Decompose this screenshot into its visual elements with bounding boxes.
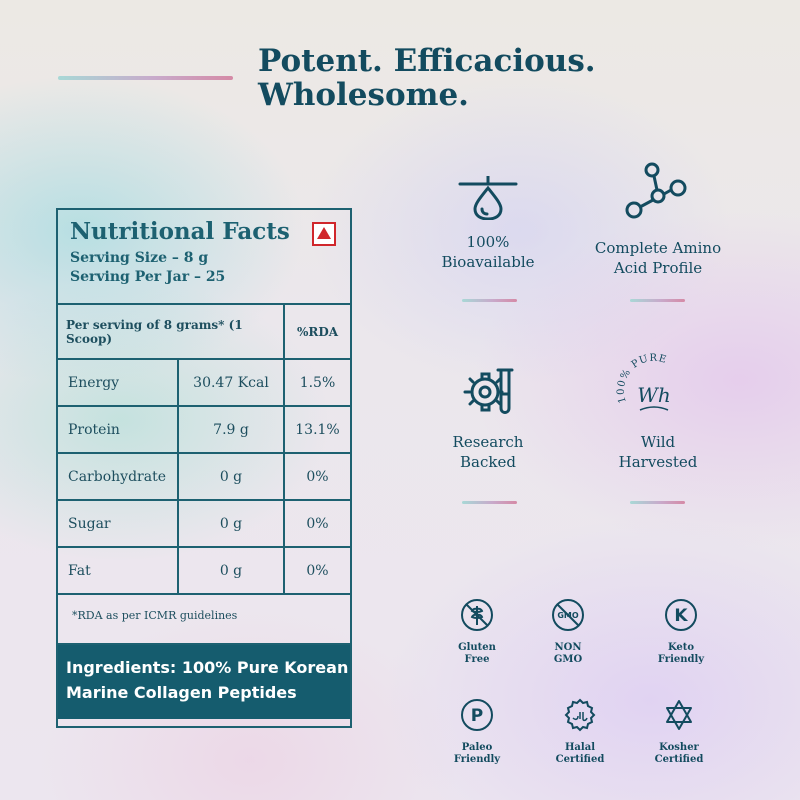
nutrient-amount: 30.47 Kcal: [178, 359, 285, 407]
nutrient-name: Carbohydrate: [58, 453, 179, 501]
nutrient-rda: 13.1%: [284, 406, 350, 454]
cert-label-line-2: Free: [464, 654, 490, 665]
feature-label-line-1: Research: [452, 433, 524, 451]
cert-halal-certified: Halal Certified: [540, 698, 620, 766]
feature-label-line-2: Harvested: [618, 453, 698, 471]
feature-label-line-1: Complete Amino: [594, 239, 722, 257]
keto-icon-text: K: [674, 606, 688, 626]
cert-label-line-1: Kosher: [659, 742, 699, 753]
ingredients-banner: Ingredients: 100% Pure Korean Marine Col…: [58, 645, 350, 719]
star-of-david-icon: [666, 700, 692, 730]
nutrition-table-header: Per serving of 8 grams* (1 Scoop) %RDA: [58, 305, 350, 360]
water-drop-icon: [458, 176, 518, 220]
nutrient-amount: 0 g: [178, 453, 285, 501]
cert-label-line-2: Certified: [654, 754, 704, 765]
seal-mark-text: Wh: [637, 383, 670, 407]
cert-kosher-certified: Kosher Certified: [639, 698, 719, 766]
cert-gluten-free: Gluten Free: [437, 598, 517, 666]
rda-header: %RDA: [284, 305, 350, 360]
nutrient-name: Fat: [58, 547, 179, 595]
table-row: Energy 30.47 Kcal 1.5%: [58, 359, 350, 407]
rda-footnote: *RDA as per ICMR guidelines: [58, 595, 350, 645]
feature-divider: [462, 299, 517, 302]
table-row: Sugar 0 g 0%: [58, 500, 350, 548]
nutrition-title: Nutritional Facts: [70, 218, 290, 245]
ingredients-line-1: Ingredients: 100% Pure Korean: [66, 658, 349, 677]
nutrient-rda: 0%: [284, 547, 350, 595]
nutrition-header: Nutritional Facts Serving Size – 8 g Ser…: [58, 210, 350, 305]
cert-non-gmo: GMO NON GMO: [528, 598, 608, 666]
cert-label-line-2: Friendly: [453, 754, 501, 765]
feature-research-backed: Research Backed: [428, 432, 548, 472]
cert-label-line-2: Friendly: [657, 654, 705, 665]
keto-k-icon: K: [665, 599, 697, 631]
nutrient-rda: 0%: [284, 500, 350, 548]
nutrient-amount: 0 g: [178, 547, 285, 595]
molecule-icon: [625, 162, 687, 219]
serving-size: Serving Size – 8 g: [70, 250, 209, 266]
feature-wild-harvested: Wild Harvested: [598, 432, 718, 472]
nutrient-name: Energy: [58, 359, 179, 407]
nutrient-amount: 7.9 g: [178, 406, 285, 454]
nutrient-rda: 1.5%: [284, 359, 350, 407]
headline-line-2: Wholesome.: [258, 77, 469, 113]
halal-icon: [564, 698, 596, 732]
cert-label-line-1: NON: [554, 642, 582, 653]
table-row: Fat 0 g 0%: [58, 547, 350, 595]
nutrient-amount: 0 g: [178, 500, 285, 548]
feature-bioavailable: 100% Bioavailable: [428, 232, 548, 272]
cert-label-line-1: Gluten: [458, 642, 496, 653]
nutrient-name: Protein: [58, 406, 179, 454]
nutrition-facts-panel: Nutritional Facts Serving Size – 8 g Ser…: [56, 208, 352, 728]
feature-label-line-2: Backed: [460, 453, 516, 471]
feature-label-line-2: Acid Profile: [613, 259, 703, 277]
per-serving-header: Per serving of 8 grams* (1 Scoop): [58, 305, 285, 360]
feature-divider: [462, 501, 517, 504]
nutrient-rda: 0%: [284, 453, 350, 501]
nutrition-table: Per serving of 8 grams* (1 Scoop) %RDA E…: [58, 305, 350, 595]
ingredients-line-2: Marine Collagen Peptides: [66, 683, 297, 702]
headline: Potent. Efficacious. Wholesome.: [258, 44, 596, 112]
headline-accent-line: [58, 76, 233, 80]
feature-label-line-2: Bioavailable: [441, 253, 535, 271]
paleo-icon-text: P: [471, 706, 483, 726]
table-row: Carbohydrate 0 g 0%: [58, 453, 350, 501]
feature-label-line-1: 100%: [466, 233, 510, 251]
pure-wh-seal-icon: 100% PURE Wh: [616, 353, 671, 411]
cert-label-line-2: Certified: [555, 754, 605, 765]
non-gmo-icon: GMO: [552, 599, 584, 631]
cert-label-line-1: Paleo: [461, 742, 493, 753]
nutrient-name: Sugar: [58, 500, 179, 548]
feature-divider: [630, 501, 685, 504]
serving-per-jar: Serving Per Jar – 25: [70, 269, 226, 285]
serving-info: Serving Size – 8 g Serving Per Jar – 25: [70, 249, 338, 287]
headline-line-1: Potent. Efficacious.: [258, 43, 596, 79]
gluten-free-icon: [461, 599, 493, 631]
paleo-p-icon: P: [461, 699, 493, 731]
cert-label-line-1: Halal: [564, 742, 595, 753]
cert-label-line-2: GMO: [553, 654, 583, 665]
cert-paleo-friendly: P Paleo Friendly: [437, 698, 517, 766]
feature-amino-profile: Complete Amino Acid Profile: [578, 238, 738, 278]
non-vegetarian-mark-icon: [312, 222, 336, 246]
cert-label-line-1: Keto: [667, 642, 695, 653]
feature-divider: [630, 299, 685, 302]
feature-label-line-1: Wild: [640, 433, 676, 451]
table-row: Protein 7.9 g 13.1%: [58, 406, 350, 454]
gear-flask-icon: [463, 368, 514, 414]
cert-keto-friendly: K Keto Friendly: [641, 598, 721, 666]
